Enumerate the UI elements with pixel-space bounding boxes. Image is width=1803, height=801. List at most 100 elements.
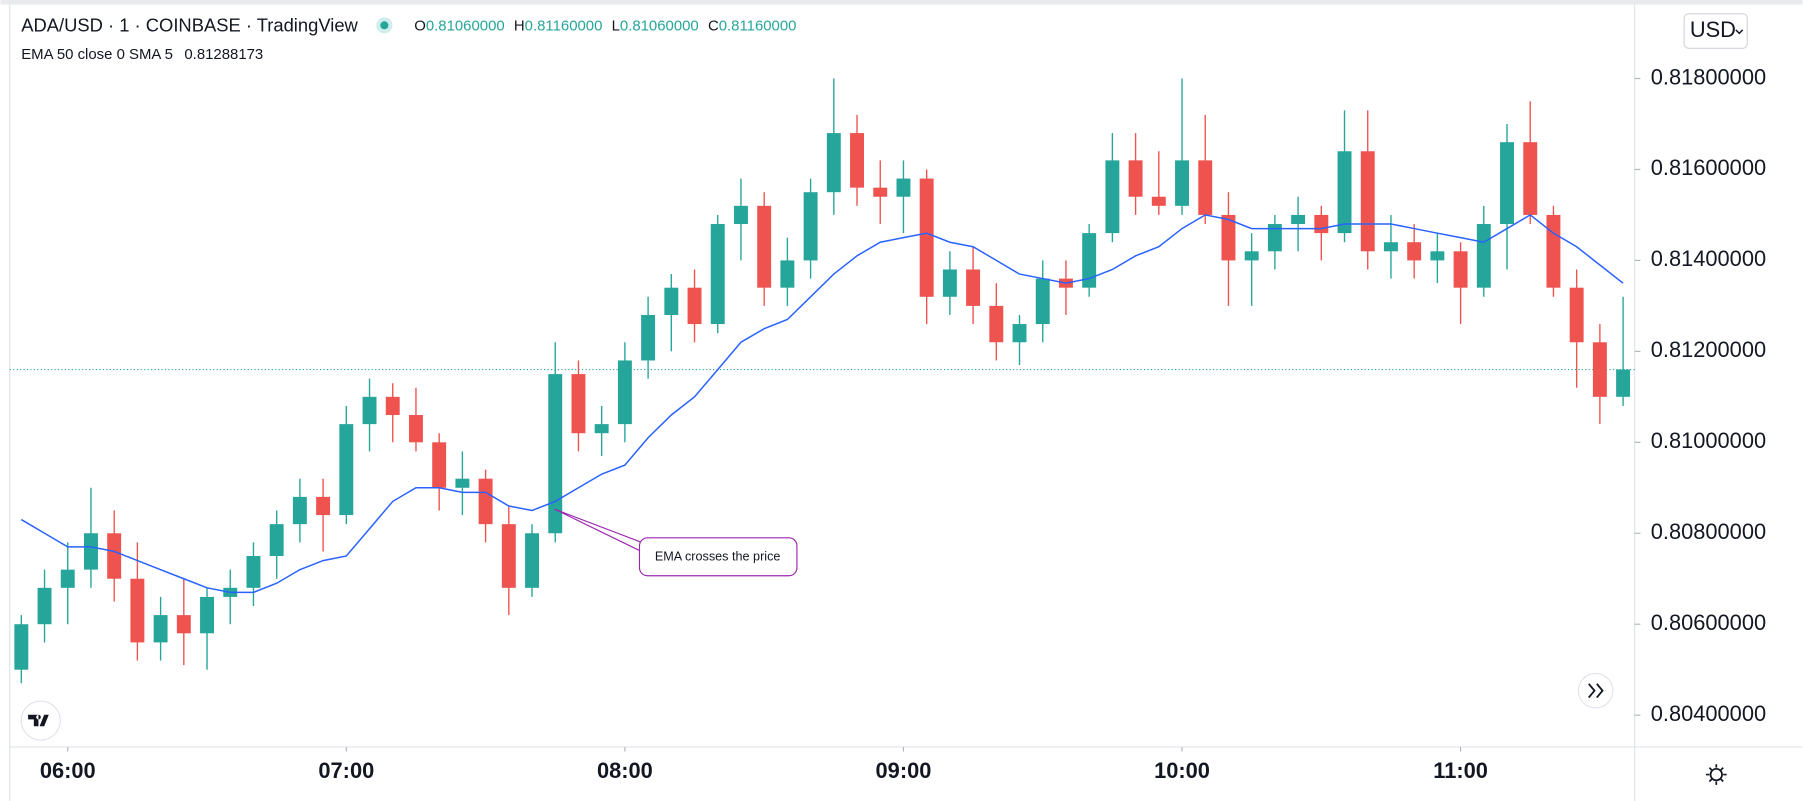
candle-body xyxy=(780,260,795,288)
candle-body xyxy=(385,396,400,416)
candle-body xyxy=(548,374,563,534)
candle-body xyxy=(1546,214,1561,288)
candle-body xyxy=(501,524,516,588)
x-tick-label: 10:00 xyxy=(1154,758,1210,783)
logo-badge[interactable] xyxy=(20,700,61,741)
candle-body xyxy=(1407,242,1422,261)
currency-button[interactable]: USD xyxy=(1683,13,1748,49)
candle-body xyxy=(757,205,772,288)
x-tick-label: 08:00 xyxy=(597,758,653,783)
y-tick-label: 0.80600000 xyxy=(1651,610,1766,635)
ohlc-key: C xyxy=(708,17,719,34)
candle-body xyxy=(1221,214,1236,261)
currency-label[interactable]: USD xyxy=(1690,17,1736,42)
candle-body xyxy=(664,287,679,315)
candle-body xyxy=(1523,142,1538,215)
candle-body xyxy=(803,192,818,261)
candle-body xyxy=(687,287,702,325)
candle-body xyxy=(316,496,331,516)
candle-body xyxy=(83,533,98,570)
candle-body xyxy=(1105,160,1120,234)
candle-body xyxy=(176,615,191,634)
candle-body xyxy=(1383,242,1398,252)
candle-body xyxy=(710,224,725,325)
candle-body xyxy=(246,555,261,588)
candle-body xyxy=(1035,278,1050,325)
candle-body xyxy=(989,305,1004,343)
candle-body xyxy=(942,269,957,297)
y-tick-label: 0.81400000 xyxy=(1651,246,1766,271)
y-tick-label: 0.81600000 xyxy=(1651,155,1766,180)
ema-line xyxy=(20,213,1624,594)
ohlc-legend: O0.81060000 H0.81160000 L0.81060000 C0.8116… xyxy=(414,17,796,34)
candle-body xyxy=(1569,287,1584,343)
candle-body xyxy=(1453,251,1468,288)
candle-body xyxy=(1082,233,1097,288)
candle-body xyxy=(571,374,586,434)
candle-body xyxy=(850,133,864,188)
x-tick-label: 11:00 xyxy=(1433,758,1488,783)
candle-body xyxy=(617,360,632,425)
currency-button-box[interactable] xyxy=(1683,13,1748,49)
top-border xyxy=(0,0,1803,5)
ohlc-key: L xyxy=(612,17,620,34)
candle-body xyxy=(130,578,145,643)
candle-body xyxy=(1244,251,1259,261)
x-tick-label: 07:00 xyxy=(318,758,374,783)
candle-body xyxy=(826,133,841,193)
plot-area xyxy=(9,78,1635,684)
candle-body xyxy=(269,524,284,556)
candle-body xyxy=(1476,224,1491,288)
candle-body xyxy=(1291,214,1306,225)
candle-body xyxy=(919,178,934,297)
symbol-title: ADA/USD · 1 · COINBASE · TradingView xyxy=(21,14,358,35)
ohlc-key: O xyxy=(414,17,426,34)
candle-body xyxy=(873,187,888,197)
candle-body xyxy=(107,533,122,579)
settings-icon[interactable] xyxy=(1705,764,1727,785)
settings-gear[interactable] xyxy=(1709,767,1723,782)
currency-chevron[interactable] xyxy=(1735,29,1744,35)
indicator-value: 0.81288173 xyxy=(184,46,263,63)
y-tick-label: 0.80400000 xyxy=(1651,701,1766,726)
logo-mark[interactable] xyxy=(28,714,49,727)
candle-body xyxy=(966,269,981,306)
tradingview-logo[interactable] xyxy=(20,700,61,741)
y-tick-label: 0.81000000 xyxy=(1651,428,1766,453)
candle-body xyxy=(362,396,377,425)
annotation: EMA crosses the price xyxy=(554,508,798,577)
candle-body xyxy=(1314,214,1329,234)
x-tick-label: 09:00 xyxy=(876,758,932,783)
candle-body xyxy=(455,478,470,488)
candle-body xyxy=(200,596,214,634)
y-tick-label: 0.81800000 xyxy=(1651,64,1766,89)
y-tick-label: 0.81200000 xyxy=(1651,337,1766,362)
candle-body xyxy=(60,569,75,588)
ohlc-value: 0.81160000 xyxy=(525,17,603,34)
candle-body xyxy=(432,442,447,488)
candle-body xyxy=(408,415,423,443)
ohlc-key: H xyxy=(514,17,525,34)
y-tick-label: 0.80800000 xyxy=(1651,519,1766,544)
candle-body xyxy=(1198,160,1213,215)
candle-body xyxy=(1128,160,1143,197)
annotation-box xyxy=(638,537,798,577)
candle-body xyxy=(37,587,52,625)
x-tick-label: 06:00 xyxy=(40,758,96,783)
scroll-button-icon[interactable] xyxy=(1588,683,1604,699)
candle-body xyxy=(1592,342,1607,397)
candle-body xyxy=(1360,151,1375,252)
annotation-text: EMA crosses the price xyxy=(655,550,781,564)
ohlc-value: 0.81060000 xyxy=(426,17,505,34)
candle-body xyxy=(1500,142,1514,225)
candle-body xyxy=(1267,224,1282,252)
candle-body xyxy=(1337,151,1352,234)
annotation-pointer xyxy=(554,508,643,553)
ohlc-value: 0.81160000 xyxy=(719,17,797,34)
scroll-button[interactable] xyxy=(1577,672,1614,709)
candle-body xyxy=(594,424,609,434)
settings-gear-teeth[interactable] xyxy=(1705,764,1727,785)
